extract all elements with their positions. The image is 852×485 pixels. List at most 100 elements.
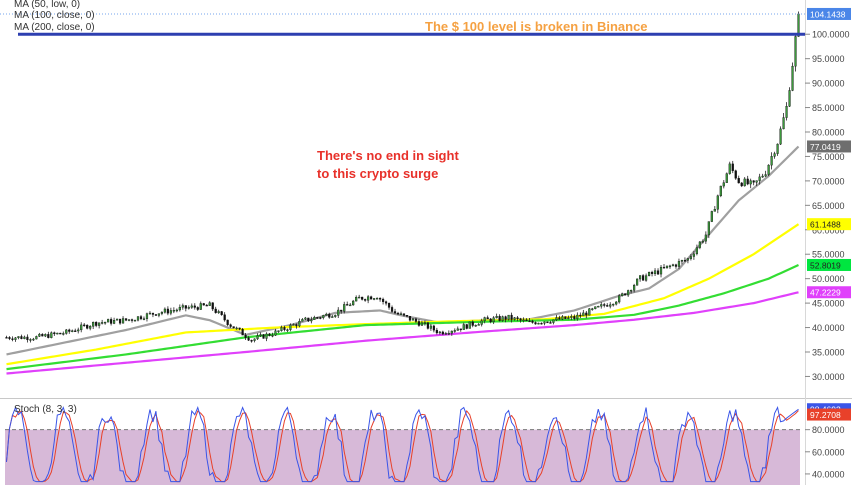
candle-body <box>680 260 684 262</box>
candle-body <box>519 318 522 321</box>
candle-body <box>426 322 430 329</box>
candle-body <box>546 321 549 324</box>
candle-body <box>585 312 588 316</box>
candle-body <box>355 297 358 302</box>
ma-line <box>6 291 799 375</box>
candle-body <box>250 340 253 342</box>
candle-body <box>367 296 370 301</box>
candle-body <box>656 270 660 275</box>
candle-body <box>71 330 74 332</box>
candle-body <box>698 241 701 248</box>
candle-body <box>549 322 552 324</box>
annotation-100-level: The $ 100 level is broken in Binance <box>425 19 648 34</box>
candle-body <box>441 331 444 335</box>
stoch-tick-label: 80.0000 <box>812 425 845 435</box>
candle-body <box>235 327 238 330</box>
candle-body <box>689 256 693 259</box>
candle-body <box>641 275 645 281</box>
candle-body <box>319 317 322 319</box>
candle-body <box>310 319 313 322</box>
price-badge-bg <box>807 258 851 271</box>
candle-body <box>432 325 435 331</box>
candle-body <box>498 316 501 321</box>
candle-body <box>295 324 298 327</box>
candle-body <box>462 324 465 330</box>
candle-body <box>704 234 707 242</box>
candle-body <box>405 315 409 317</box>
candle-body <box>390 307 394 312</box>
candle-body <box>346 304 349 306</box>
candle-body <box>35 336 38 340</box>
candle-body <box>468 321 471 329</box>
candle-body <box>650 271 654 274</box>
candle-body <box>770 156 773 166</box>
candle-body <box>74 330 77 332</box>
price-tick-label: 50.0000 <box>812 274 845 284</box>
candle-body <box>381 298 385 302</box>
candle-body <box>349 304 352 307</box>
candle-body <box>692 253 695 257</box>
candle-body <box>8 337 11 339</box>
candle-body <box>202 303 205 306</box>
candle-body <box>124 318 128 321</box>
candle-body <box>707 221 710 236</box>
candle-body <box>740 182 743 187</box>
candle-body <box>154 314 158 316</box>
candle-body <box>594 306 597 309</box>
candle-body <box>552 319 555 323</box>
candle-body <box>782 117 785 130</box>
candle-body <box>749 180 752 185</box>
candle-body <box>719 185 722 197</box>
candle-body <box>325 313 328 316</box>
candle-body <box>606 305 609 307</box>
candle-body <box>510 314 513 320</box>
candle-body <box>68 329 71 332</box>
candle-body <box>118 318 122 324</box>
ma-legend-3: MA (200, close, 0) <box>14 22 95 33</box>
candle-body <box>358 296 361 299</box>
candle-body <box>343 304 346 312</box>
candle-body <box>340 309 343 312</box>
candle-body <box>112 320 116 324</box>
candle-body <box>447 332 450 335</box>
candle-body <box>420 322 424 326</box>
price-badge-bg <box>807 286 851 299</box>
candle-body <box>92 322 95 327</box>
candle-body <box>130 319 134 321</box>
candle-body <box>20 336 23 339</box>
stoch-tick-label: 40.0000 <box>812 469 845 479</box>
candle-body <box>44 334 47 337</box>
candle-body <box>615 301 618 305</box>
candle-body <box>334 315 337 317</box>
candle-body <box>695 247 698 255</box>
candle-body <box>387 303 391 308</box>
candle-body <box>677 261 681 267</box>
price-tick-label: 70.0000 <box>812 176 845 186</box>
candle-body <box>701 240 704 243</box>
candle-body <box>758 176 761 181</box>
stoch-d-badge: 97.2708 <box>810 410 841 420</box>
candle-body <box>659 266 663 275</box>
candle-body <box>59 332 62 335</box>
ma-line <box>6 145 800 356</box>
candle-body <box>148 312 152 315</box>
candle-body <box>241 328 244 336</box>
candle-body <box>465 324 468 329</box>
candle-body <box>573 316 576 319</box>
candle-body <box>110 319 113 324</box>
candle-body <box>561 316 564 320</box>
candle-body <box>196 307 199 310</box>
candle-body <box>746 178 749 185</box>
candle-body <box>163 308 166 313</box>
candle-body <box>89 326 92 329</box>
candle-body <box>277 330 280 332</box>
candle-body <box>107 319 110 323</box>
candle-body <box>361 296 364 300</box>
candle-body <box>244 334 247 338</box>
candle-body <box>322 315 325 318</box>
candle-body <box>647 271 651 276</box>
candle-body <box>621 293 624 296</box>
candle-body <box>393 311 397 314</box>
candle-body <box>576 314 579 319</box>
candle-body <box>47 334 50 338</box>
